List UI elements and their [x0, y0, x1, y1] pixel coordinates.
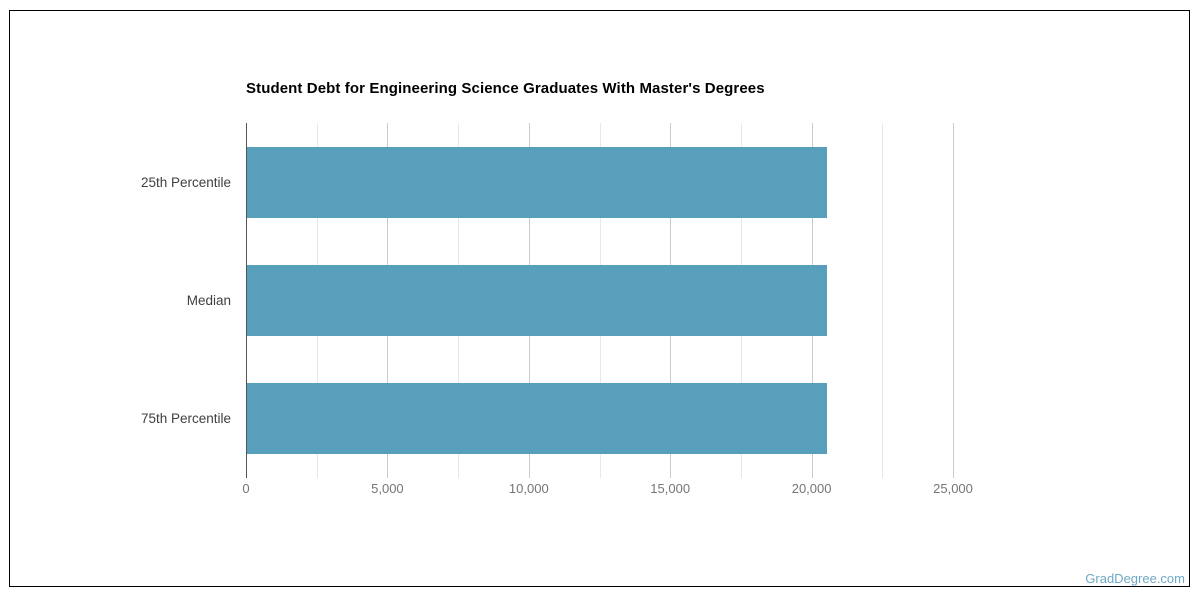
x-axis-tick-labels: 0 5,000 10,000 15,000 20,000 25,000	[242, 481, 1010, 499]
chart-card-border	[9, 10, 1190, 587]
x-axis-tick-25000: 25,000	[933, 481, 973, 496]
y-axis-label-median: Median	[186, 292, 231, 308]
watermark-link[interactable]: GradDegree.com	[1085, 571, 1185, 586]
y-axis-label-25th-percentile: 25th Percentile	[140, 174, 231, 190]
x-axis-tick-15000: 15,000	[650, 481, 691, 496]
y-axis-label-75th-percentile: 75th Percentile	[140, 411, 231, 427]
bar-25th-percentile[interactable]	[247, 146, 827, 218]
x-axis-tick-20000: 20,000	[791, 481, 832, 496]
chart-title: Student Debt for Engineering Science Gra…	[246, 80, 765, 97]
bar-median[interactable]	[247, 265, 827, 336]
plot-area	[246, 123, 1010, 478]
bar-75th-percentile[interactable]	[247, 383, 827, 455]
y-axis-line	[246, 123, 247, 478]
x-axis-tick-0: 0	[242, 481, 250, 496]
x-axis-tick-10000: 10,000	[508, 481, 549, 496]
major-gridline-25000	[953, 123, 954, 478]
y-axis-labels: 25th Percentile Median 75th Percentile	[11, 123, 231, 478]
minor-gridline-22500	[882, 123, 884, 478]
x-axis-tick-5000: 5,000	[371, 481, 404, 496]
